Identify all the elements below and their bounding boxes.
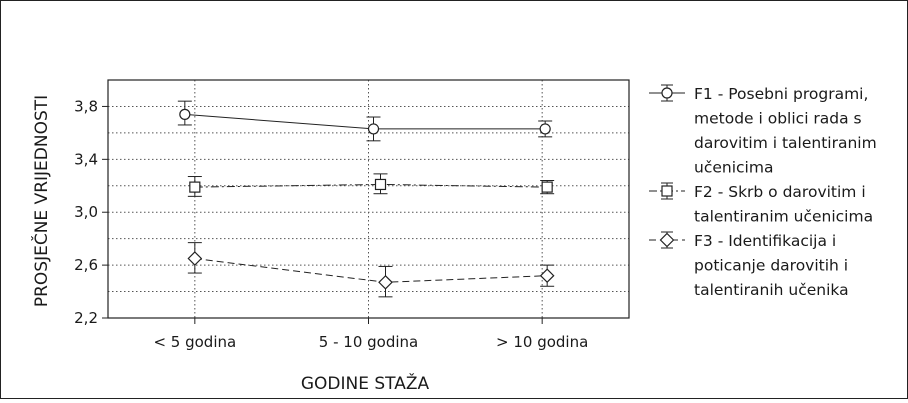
y-tick-label: 3,0 xyxy=(74,203,98,221)
legend-label: talentiranih učenika xyxy=(694,281,849,299)
y-tick-label: 2,2 xyxy=(74,309,98,327)
series-line xyxy=(194,258,548,283)
legend-marker xyxy=(661,185,673,197)
legend-label: poticanje darovitih i xyxy=(694,257,848,275)
data-point xyxy=(179,108,191,120)
legend-marker xyxy=(659,232,675,248)
series-2 xyxy=(187,173,555,197)
series-line xyxy=(184,113,546,130)
data-point xyxy=(378,274,393,290)
data-point xyxy=(541,181,553,193)
legend-label: darovitim i talentiranim xyxy=(694,134,877,152)
legend-item-2: F2 - Skrb o darovitim i talentiranim učen… xyxy=(649,182,873,226)
x-axis-title: GODINE STAŽA xyxy=(301,372,430,394)
legend-label: F3 - Identifikacija i xyxy=(694,232,836,250)
legend-item-3: F3 - Identifikacija i poticanje darovitih… xyxy=(649,231,849,299)
x-tick-label: > 10 godina xyxy=(496,333,588,351)
x-tick-label: 5 - 10 godina xyxy=(319,333,418,351)
series-line xyxy=(194,183,548,188)
legend-label: F2 - Skrb o darovitim i xyxy=(694,183,866,201)
series-3 xyxy=(187,242,555,298)
legend-marker xyxy=(661,87,673,99)
legend: F1 - Posebni programi, metode i oblici ra… xyxy=(649,84,877,299)
y-tick-label: 2,6 xyxy=(74,256,98,274)
legend-item-1: F1 - Posebni programi, metode i oblici ra… xyxy=(649,84,877,177)
data-point xyxy=(539,268,555,284)
plot-area: 3,8 3,4 3,0 2,6 2,2 < 5 godina 5 - 10 godina > … xyxy=(74,79,630,351)
y-tick-label: 3,8 xyxy=(74,97,98,115)
data-point xyxy=(539,123,551,135)
series-1 xyxy=(177,100,553,142)
y-tick-label: 3,4 xyxy=(74,150,98,168)
legend-label: talentiranim učenicima xyxy=(694,208,873,226)
x-tick-label: < 5 godina xyxy=(153,333,236,351)
data-point xyxy=(367,123,380,135)
legend-label: učenicima xyxy=(694,159,773,177)
data-point xyxy=(187,251,203,266)
legend-label: metode i oblici rada s xyxy=(694,110,862,128)
y-axis-title: PROSJEČNE VRIJEDNOSTI xyxy=(30,95,52,307)
data-point xyxy=(374,178,387,191)
legend-label: F1 - Posebni programi, xyxy=(694,85,868,103)
data-point xyxy=(189,181,201,193)
